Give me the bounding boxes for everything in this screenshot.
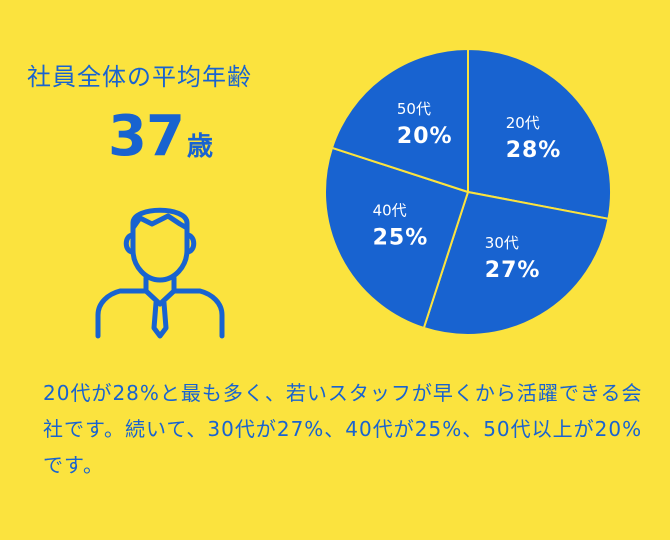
pie-category-label-0: 20代 [506,114,540,132]
pie-slice-1 [422,191,610,336]
average-age-value: 37 [108,104,185,169]
pie-slice-2 [324,146,469,329]
pie-category-label-1: 30代 [485,234,519,252]
pie-value-label-2: 25% [373,225,429,250]
pie-value-label-3: 20% [397,124,453,149]
age-pie-chart: 20代 28% 30代 27% 40代 25% 50代 20% [324,48,612,336]
pie-category-label-2: 40代 [373,201,407,219]
description-text: 20代が28%と最も多く、若いスタッフが早くから活躍できる会社です。続いて、30… [43,381,643,477]
pie-slice-0 [467,48,612,220]
pie-value-label-0: 28% [506,138,562,163]
average-age-unit: 歳 [186,132,213,162]
average-age: 37 歳 [108,104,213,169]
pie-category-label-3: 50代 [397,100,431,118]
pie-value-label-1: 27% [485,258,541,283]
chart-title: 社員全体の平均年齢 [27,63,252,91]
pie-slice-3 [331,48,469,193]
person-icon [95,207,225,339]
